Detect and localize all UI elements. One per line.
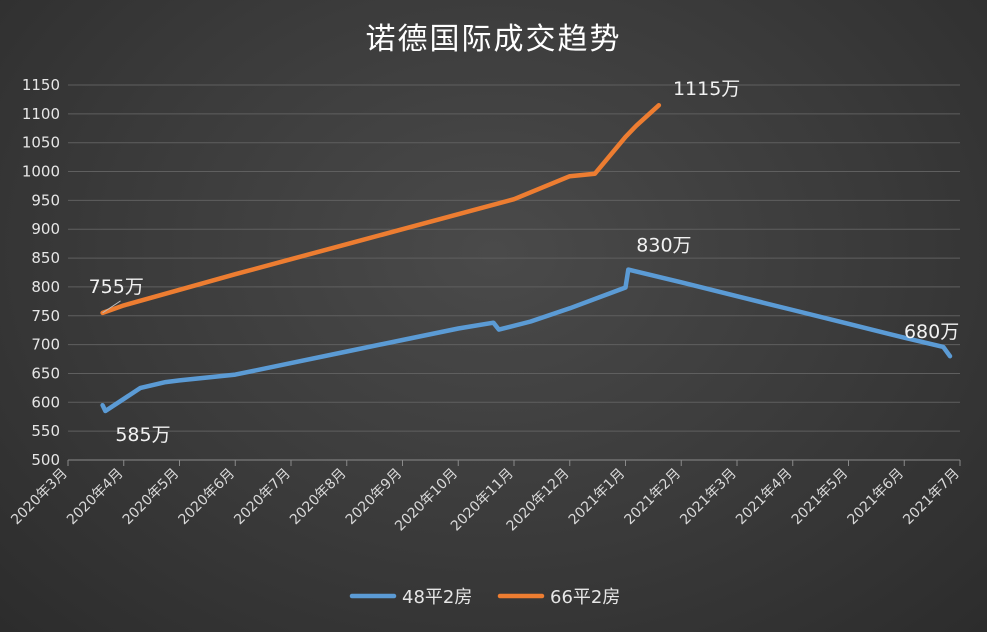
- x-tick-label: 2021年1月: [566, 466, 629, 529]
- data-point: [636, 124, 638, 126]
- data-point: [680, 281, 682, 283]
- data-point: [625, 136, 626, 138]
- data-label: 585万: [115, 424, 170, 446]
- y-tick-label: 700: [31, 336, 60, 354]
- x-tick-label: 2020年8月: [287, 466, 350, 529]
- series-lines: [100, 102, 953, 414]
- data-label: 755万: [89, 276, 144, 298]
- data-point: [625, 287, 626, 288]
- data-label: 680万: [904, 321, 959, 343]
- y-tick-label: 1100: [22, 105, 60, 123]
- data-point: [541, 187, 543, 189]
- y-tick-label: 800: [31, 278, 60, 296]
- data-point: [457, 327, 459, 329]
- data-point: [179, 379, 180, 381]
- data-point: [123, 304, 125, 306]
- data-point: [165, 381, 167, 383]
- data-point: [346, 243, 348, 245]
- data-point: [346, 351, 348, 353]
- label-leader-line: [102, 300, 121, 314]
- y-tick-label: 950: [31, 191, 60, 209]
- x-tick-label: 2020年6月: [175, 466, 238, 529]
- x-tick-label: 2021年4月: [733, 466, 796, 529]
- legend-label: 48平2房: [402, 587, 472, 608]
- data-point: [139, 387, 141, 389]
- data-point: [942, 346, 944, 348]
- data-point: [736, 295, 738, 297]
- data-point: [513, 198, 515, 200]
- y-tick-label: 650: [31, 364, 60, 382]
- data-labels: 755万 1115万 585万 830万 680万: [89, 78, 960, 446]
- legend-label: 66平2房: [550, 587, 620, 608]
- data-point: [492, 322, 494, 324]
- y-tick-label: 550: [31, 422, 60, 440]
- x-tick-label: 2021年7月: [900, 466, 963, 529]
- data-point: [903, 337, 905, 339]
- gridlines: [68, 84, 960, 461]
- data-point: [949, 355, 951, 357]
- data-point: [457, 213, 459, 215]
- data-point: [179, 289, 180, 291]
- y-tick-label: 1000: [22, 163, 60, 181]
- data-point: [402, 339, 403, 341]
- data-point: [658, 104, 660, 106]
- series-line-0: [100, 267, 953, 414]
- y-tick-label: 500: [31, 451, 60, 469]
- x-tick-label: 2021年2月: [621, 466, 684, 529]
- x-tick-label: 2021年5月: [789, 466, 852, 529]
- data-point: [530, 321, 532, 323]
- data-point: [104, 410, 106, 412]
- x-tick-label: 2021年3月: [677, 466, 740, 529]
- data-label: 830万: [636, 235, 691, 257]
- data-point: [290, 258, 292, 260]
- chart-title: 诺德国际成交趋势: [365, 22, 622, 57]
- data-point: [627, 269, 629, 271]
- data-label: 1115万: [673, 78, 740, 100]
- y-axis-ticks: 500 550 600 650 700 750 800 850 900 950 1000 1050 11…: [22, 76, 60, 469]
- x-tick-label: 2020年3月: [8, 466, 71, 529]
- x-tick-label: 2021年6月: [844, 466, 907, 529]
- data-point: [569, 175, 571, 177]
- data-point: [498, 329, 500, 331]
- y-tick-label: 900: [31, 220, 60, 238]
- x-axis-ticks: 2020年3月2020年4月2020年5月2020年6月2020年7月2020年…: [8, 460, 963, 534]
- data-point: [234, 273, 236, 275]
- data-point: [848, 323, 849, 325]
- x-tick-label: 2020年7月: [231, 466, 294, 529]
- y-tick-label: 600: [31, 393, 60, 411]
- y-tick-label: 750: [31, 307, 60, 325]
- data-point: [792, 309, 794, 311]
- data-point: [102, 404, 104, 406]
- y-tick-label: 850: [31, 249, 60, 267]
- data-point: [569, 307, 571, 309]
- y-tick-label: 1050: [22, 134, 60, 152]
- data-point: [290, 362, 292, 364]
- x-tick-label: 2020年4月: [64, 466, 127, 529]
- data-point: [594, 173, 596, 175]
- legend: 48平2房 66平2房: [349, 587, 620, 608]
- x-tick-label: 2020年5月: [120, 466, 183, 529]
- data-point: [402, 228, 403, 230]
- y-tick-label: 1150: [22, 76, 60, 94]
- data-point: [234, 374, 236, 376]
- series-line-1: [100, 102, 662, 316]
